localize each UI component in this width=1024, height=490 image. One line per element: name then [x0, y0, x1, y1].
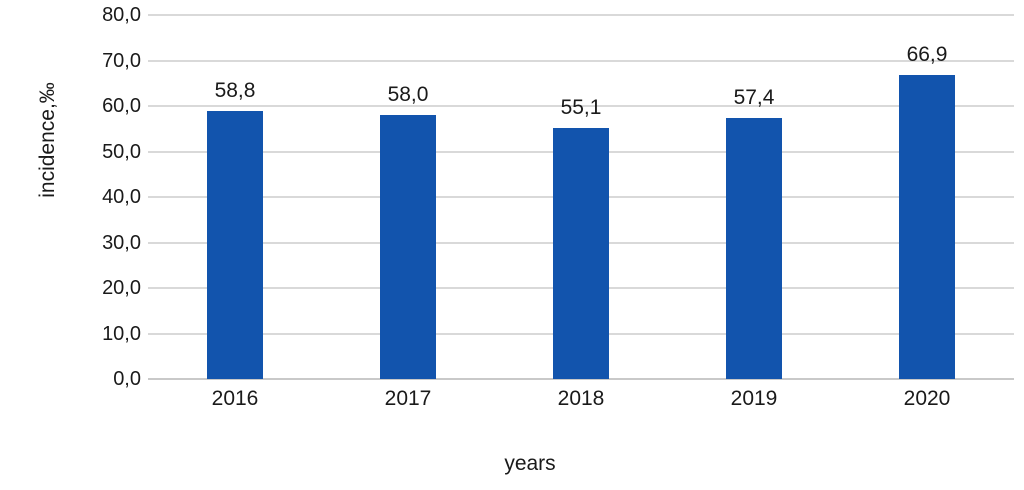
x-tick-label-2018: 2018: [557, 387, 605, 410]
x-tick-label-2020: 2020: [903, 387, 951, 410]
y-tick-label: 60,0: [102, 95, 141, 117]
x-tick-label-2019: 2019: [730, 387, 778, 410]
y-tick-label: 20,0: [102, 277, 141, 299]
x-tick-label-2016: 2016: [211, 387, 259, 410]
bar-value-label: 58,0: [387, 83, 429, 106]
y-tick-label: 30,0: [102, 232, 141, 254]
bar-value-label: 58,8: [214, 79, 256, 102]
x-axis-line: [148, 378, 1014, 380]
bar-2017: [380, 115, 436, 379]
bar-2020: [899, 75, 955, 379]
y-tick-label: 10,0: [102, 323, 141, 345]
bar-value-label: 55,1: [560, 96, 602, 119]
bar-2018: [553, 128, 609, 379]
x-tick-label-2017: 2017: [384, 387, 432, 410]
gridline: [148, 14, 1014, 16]
plot-area: 58,8 58,0 55,1 57,4 66,9: [148, 14, 1014, 380]
x-axis-title: years: [504, 452, 556, 475]
y-tick-label: 50,0: [102, 141, 141, 163]
y-tick-label: 0,0: [113, 368, 141, 390]
gridline: [148, 59, 1014, 62]
y-tick-label: 40,0: [102, 186, 141, 208]
gridline: [148, 105, 1014, 107]
y-axis-title: incidence,‰: [36, 82, 59, 198]
y-tick-label: 70,0: [102, 50, 141, 72]
bar-value-label: 57,4: [733, 86, 775, 109]
bar-2016: [207, 111, 263, 379]
bar-2019: [726, 118, 782, 379]
y-tick-label: 80,0: [102, 4, 141, 26]
bar-value-label: 66,9: [906, 43, 948, 66]
